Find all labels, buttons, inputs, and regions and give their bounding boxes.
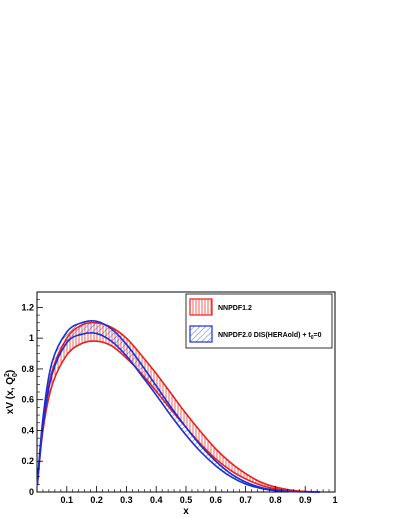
y-axis-title-main: xV (x, Q bbox=[5, 377, 16, 414]
x-tick-label: 0.3 bbox=[120, 495, 133, 505]
axis-ticks: 0.1 0.2 0.3 0.4 0.5 0.6 0.7 0.8 0.9 1 0 0.2 0.4 0.6 0.… bbox=[21, 299, 338, 505]
x-tick-label: 1 bbox=[332, 495, 337, 505]
legend-label-nnpdf20-sub: 0 bbox=[311, 335, 314, 341]
legend-swatch-nnpdf20 bbox=[189, 325, 213, 343]
series-bands bbox=[36, 319, 321, 493]
y-axis-title: xV (x, Q20) bbox=[4, 370, 19, 414]
x-tick-label: 0.9 bbox=[299, 495, 312, 505]
legend-label-nnpdf12: NNPDF1.2 bbox=[218, 305, 252, 312]
band-lower-line-series-1 bbox=[36, 332, 321, 493]
x-tick-label: 0.4 bbox=[150, 495, 163, 505]
y-tick-label: 0.2 bbox=[21, 456, 34, 466]
band-fill-series-1 bbox=[37, 320, 321, 492]
x-tick-label: 0.5 bbox=[180, 495, 193, 505]
legend-label-nnpdf20: NNPDF2.0 DIS(HERAold) + t0=0 bbox=[218, 332, 322, 341]
y-tick-label: 0.8 bbox=[21, 364, 34, 374]
y-axis-title-sub: 0 bbox=[12, 373, 19, 377]
y-tick-label: 1 bbox=[29, 333, 34, 343]
y-tick-label: 1.2 bbox=[21, 302, 34, 312]
y-axis-title-close: ) bbox=[5, 370, 16, 373]
band-fill-series-0 bbox=[37, 322, 321, 492]
legend-label-nnpdf20-tail: =0 bbox=[314, 332, 322, 339]
x-axis-title: x bbox=[183, 506, 189, 517]
x-tick-label: 0.2 bbox=[90, 495, 103, 505]
x-tick-label: 0.8 bbox=[269, 495, 282, 505]
legend-swatch-nnpdf12 bbox=[189, 298, 213, 316]
y-tick-label: 0.4 bbox=[21, 425, 34, 435]
legend-label-nnpdf20-main: NNPDF2.0 DIS(HERAold) + t bbox=[218, 332, 311, 339]
y-tick-label: 0 bbox=[29, 487, 34, 497]
y-axis-title-sup: 2 bbox=[4, 373, 11, 377]
x-tick-label: 0.6 bbox=[210, 495, 223, 505]
x-tick-label: 0.1 bbox=[61, 495, 74, 505]
legend: NNPDF1.2 NNPDF2.0 DIS(HERAold) + t0=0 bbox=[185, 293, 333, 349]
y-tick-label: 0.6 bbox=[21, 395, 34, 405]
x-tick-label: 0.7 bbox=[239, 495, 252, 505]
